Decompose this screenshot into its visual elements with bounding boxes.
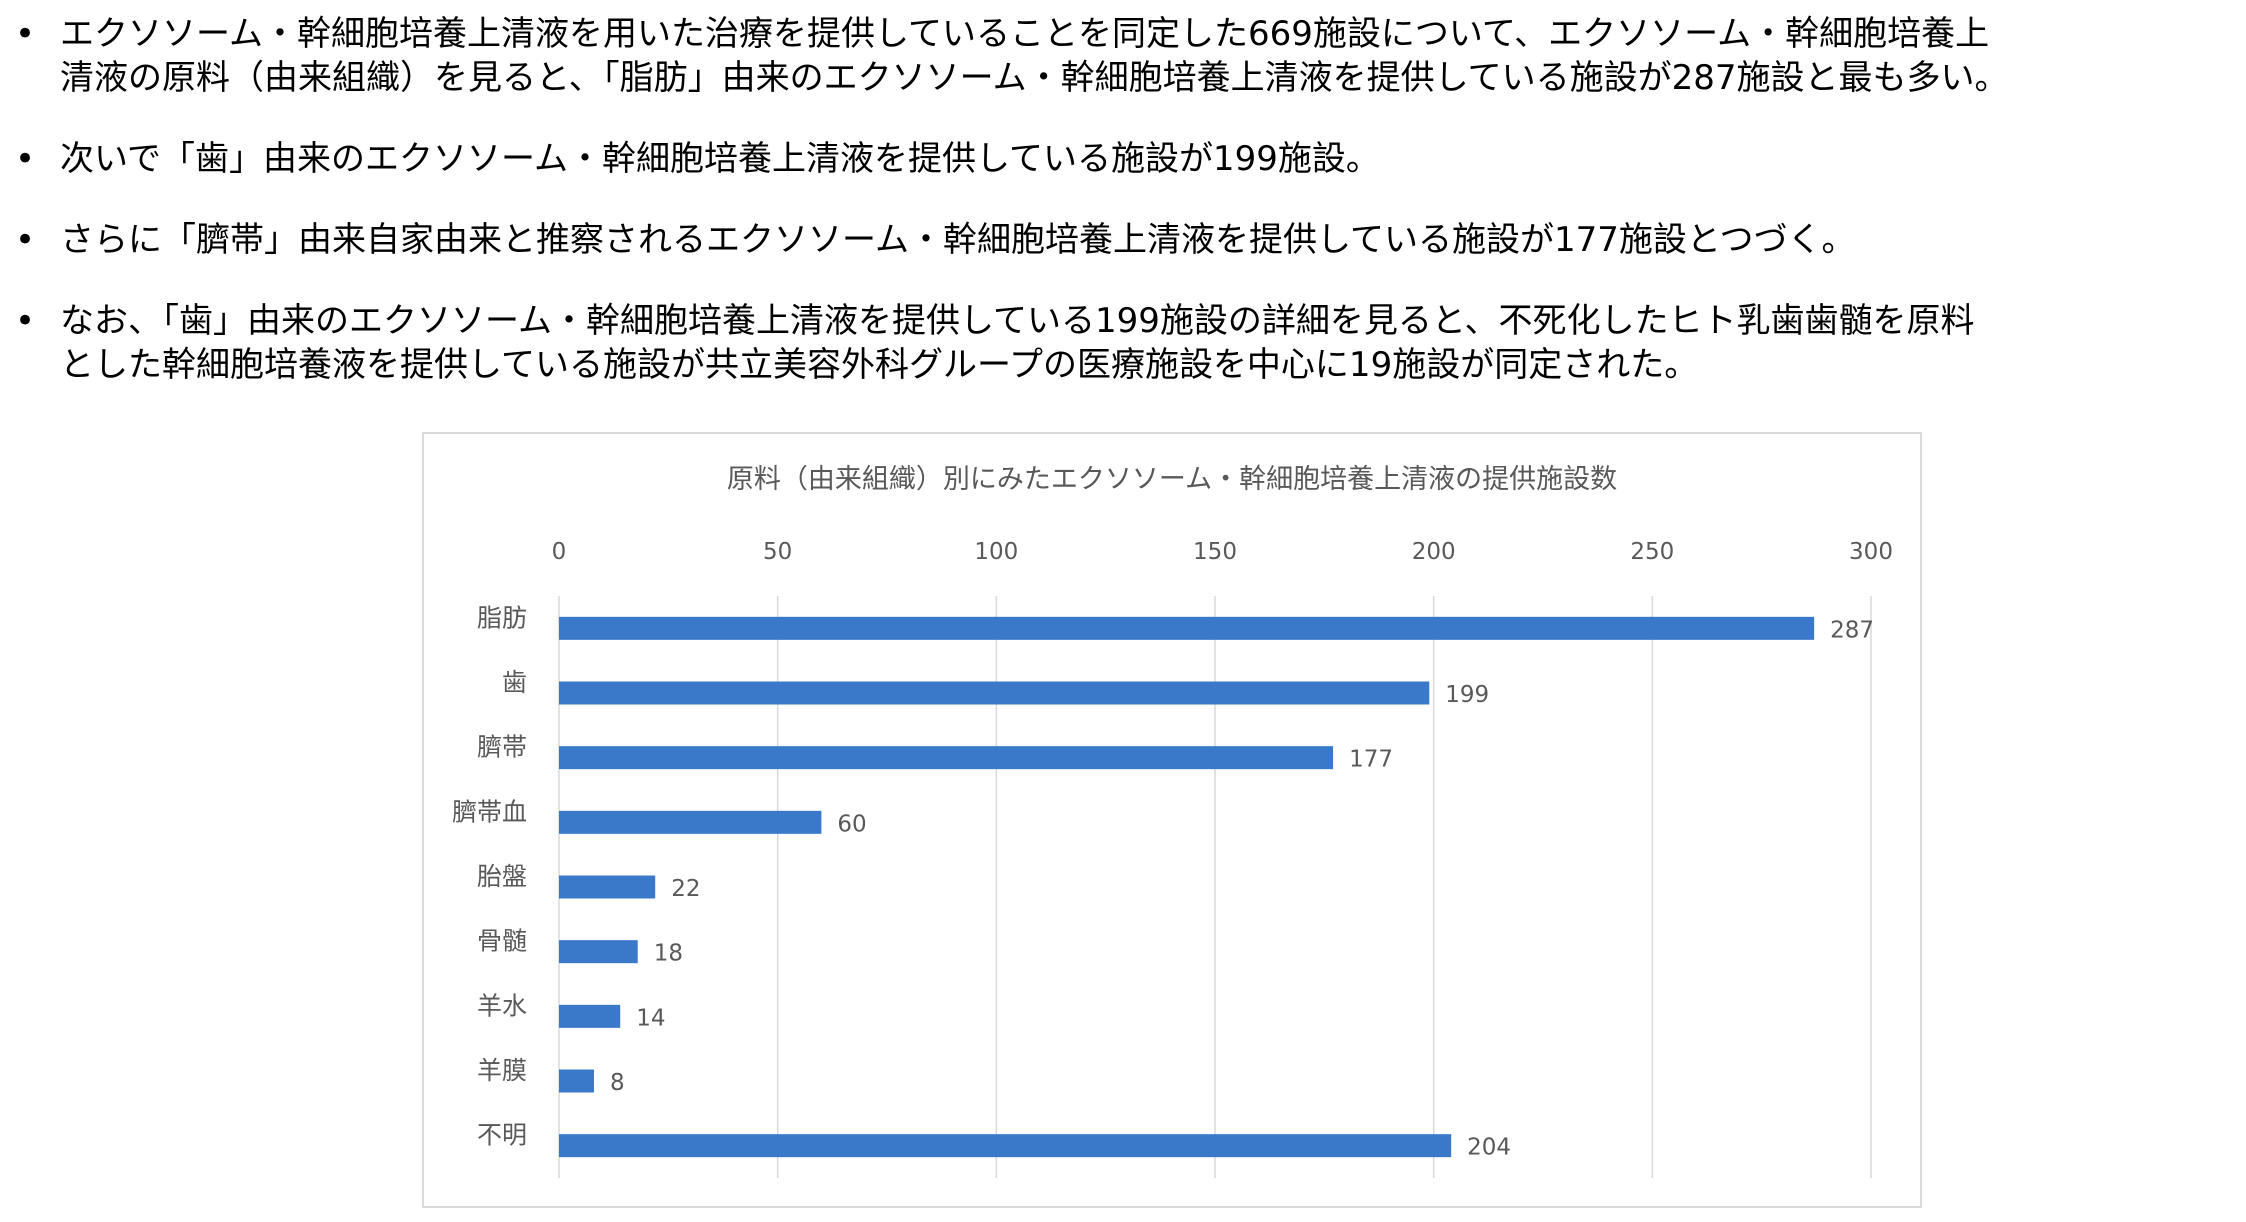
data-label: 177 <box>1349 747 1393 773</box>
x-tick-label: 250 <box>1630 539 1674 565</box>
data-label: 18 <box>654 941 683 967</box>
x-tick-label: 150 <box>1193 539 1237 565</box>
category-label: 羊膜 <box>477 1056 527 1085</box>
x-tick-label: 50 <box>763 539 792 565</box>
bar <box>559 1134 1452 1158</box>
category-label: 脂肪 <box>477 603 527 632</box>
chart-title: 原料（由来組織）別にみたエクソソーム・幹細胞培養上清液の提供施設数 <box>727 464 1617 495</box>
data-label: 199 <box>1445 682 1489 708</box>
data-label: 8 <box>610 1070 625 1096</box>
bar-chart: 原料（由来組織）別にみたエクソソーム・幹細胞培養上清液の提供施設数 0 50 100 1… <box>422 432 1922 1208</box>
category-label: 胎盤 <box>477 862 527 891</box>
category-label: 歯 <box>502 668 527 697</box>
category-label: 骨髄 <box>477 927 527 956</box>
bullet-list: • エクソソーム・幹細胞培養上清液を用いた治療を提供していることを同定した669施… <box>0 12 2246 424</box>
data-label: 14 <box>636 1005 665 1031</box>
data-label: 204 <box>1467 1135 1511 1161</box>
bullet-item: • 次いで「歯」由来のエクソソーム・幹細胞培養上清液を提供している施設が199施設… <box>0 137 2246 181</box>
bullet-text-line: 清液の原料（由来組織）を見ると、「脂肪」由来のエクソソーム・幹細胞培養上清液を提… <box>60 58 2009 98</box>
x-tick-label: 300 <box>1849 539 1893 565</box>
bar <box>559 1004 621 1028</box>
bar <box>559 810 822 834</box>
data-label: 287 <box>1830 617 1874 643</box>
bullet-item: • なお、「歯」由来のエクソソーム・幹細胞培養上清液を提供している199施設の詳細… <box>0 299 2246 387</box>
category-label: 不明 <box>477 1121 527 1150</box>
bar <box>559 616 1815 640</box>
bar <box>559 746 1334 770</box>
x-tick-label: 100 <box>974 539 1018 565</box>
data-label: 22 <box>671 876 700 902</box>
bullet-text-line: なお、「歯」由来のエクソソーム・幹細胞培養上清液を提供している199施設の詳細を… <box>60 301 1975 341</box>
bullet-dot: • <box>15 220 36 260</box>
bar <box>559 940 638 964</box>
category-label: 羊水 <box>477 991 527 1020</box>
x-tick-label: 0 <box>552 539 567 565</box>
bullet-dot: • <box>15 139 36 179</box>
bar <box>559 681 1430 705</box>
data-label: 60 <box>837 811 866 837</box>
bullet-text-line: エクソソーム・幹細胞培養上清液を用いた治療を提供していることを同定した669施設… <box>60 14 1990 54</box>
bullet-text-line: さらに「臍帯」由来自家由来と推察されるエクソソーム・幹細胞培養上清液を提供してい… <box>60 220 1856 260</box>
bullet-item: • エクソソーム・幹細胞培養上清液を用いた治療を提供していることを同定した669施… <box>0 12 2246 100</box>
chart-svg: 原料（由来組織）別にみたエクソソーム・幹細胞培養上清液の提供施設数 0 50 100 1… <box>452 464 1893 1178</box>
bar <box>559 1069 594 1093</box>
bullet-dot: • <box>15 301 36 341</box>
category-label: 臍帯 <box>477 733 527 762</box>
bullet-text-line: とした幹細胞培養液を提供している施設が共立美容外科グループの医療施設を中心に19… <box>60 345 1699 385</box>
bullet-item: • さらに「臍帯」由来自家由来と推察されるエクソソーム・幹細胞培養上清液を提供して… <box>0 218 2246 262</box>
bullet-dot: • <box>15 14 36 54</box>
category-label: 臍帯血 <box>452 797 527 826</box>
bullet-text-line: 次いで「歯」由来のエクソソーム・幹細胞培養上清液を提供している施設が199施設。 <box>60 139 1380 179</box>
bar <box>559 875 656 899</box>
x-tick-label: 200 <box>1412 539 1456 565</box>
